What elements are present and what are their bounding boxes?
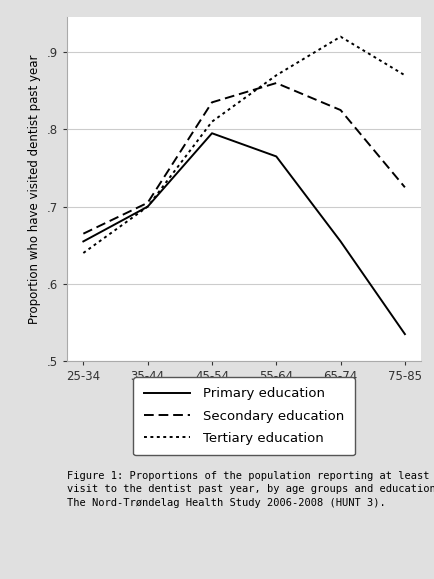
Text: Figure 1: Proportions of the population reporting at least one
visit to the dent: Figure 1: Proportions of the population … (67, 471, 434, 508)
Y-axis label: Proportion who have visited dentist past year: Proportion who have visited dentist past… (29, 54, 41, 324)
X-axis label: Age groups: Age groups (206, 387, 282, 400)
Legend: Primary education, Secondary education, Tertiary education: Primary education, Secondary education, … (133, 377, 355, 456)
